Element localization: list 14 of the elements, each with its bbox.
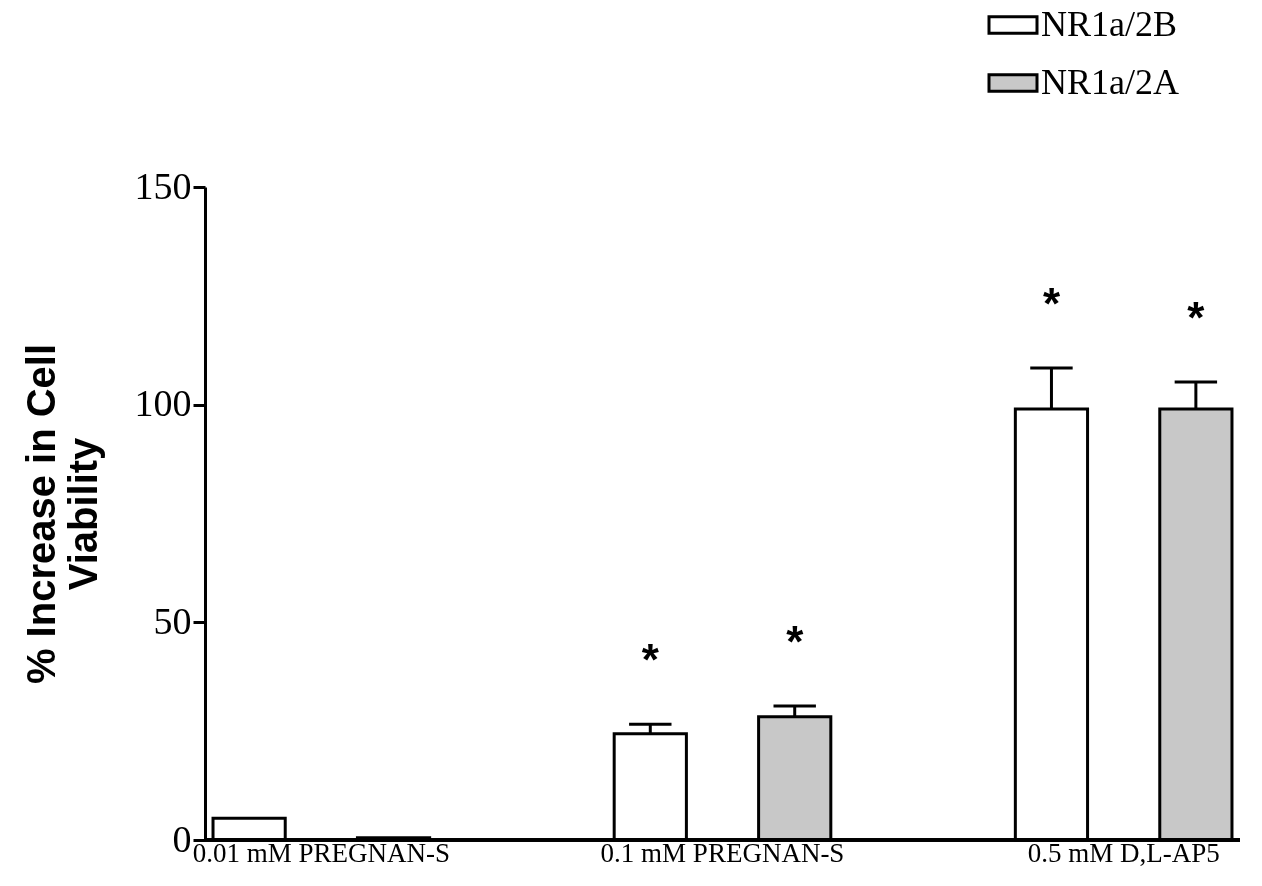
y-tick-label: 0 bbox=[172, 817, 192, 860]
data-label: * bbox=[641, 635, 660, 685]
data-label: * bbox=[1042, 279, 1061, 329]
y-tick-label: 150 bbox=[134, 164, 192, 207]
y-axis-title: % Increase in Cell Viability bbox=[18, 343, 105, 685]
x-tick-label: 0.5 mM D,L-AP5 bbox=[1027, 837, 1220, 868]
x-tick-label: 0.01 mM PREGNAN-S bbox=[192, 837, 450, 868]
legend-label: NR1a/2B bbox=[1041, 4, 1178, 44]
data-label: * bbox=[786, 616, 805, 666]
x-tick-label: 0.1 mM PREGNAN-S bbox=[600, 837, 845, 868]
data-label: * bbox=[1187, 293, 1206, 343]
y-tick-label: 50 bbox=[153, 599, 192, 642]
legend-label: NR1a/2A bbox=[1041, 62, 1179, 102]
y-tick-label: 100 bbox=[134, 382, 192, 425]
